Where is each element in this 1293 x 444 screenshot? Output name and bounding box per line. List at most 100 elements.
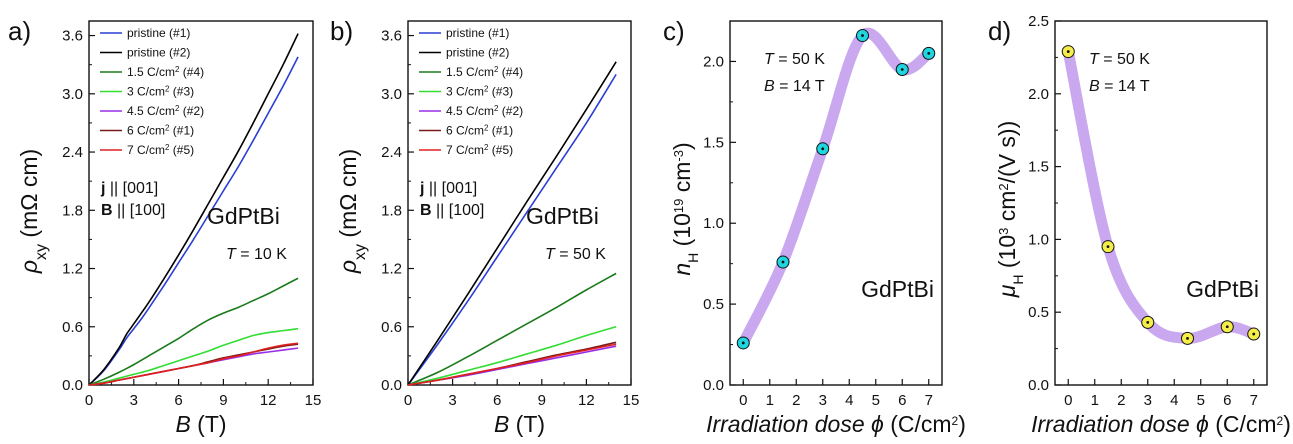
x-tick-label: 7 — [925, 392, 933, 409]
y-tick-label: 0.6 — [381, 319, 402, 336]
x-tick-label: 3 — [448, 392, 456, 409]
data-point-center-2 — [1146, 320, 1150, 324]
panel-letter: c) — [663, 16, 685, 46]
legend-label-3: 3 C/cm2 (#3) — [446, 84, 513, 99]
material-label: GdPtBi — [526, 203, 599, 229]
legend-label-1: pristine (#2) — [446, 46, 509, 60]
current-direction-label: j || [001] — [100, 180, 158, 197]
data-point-center-0 — [741, 341, 745, 345]
y-tick-label: 1.8 — [381, 202, 402, 219]
legend-label-0: pristine (#1) — [127, 26, 190, 40]
data-point-center-0 — [1066, 50, 1070, 53]
y-tick-label: 3.6 — [62, 28, 83, 45]
data-point-center-4 — [1225, 325, 1229, 329]
legend-label-5: 6 C/cm2 (#1) — [446, 123, 513, 138]
current-direction-label: j || [001] — [419, 180, 477, 197]
x-tick-label: 12 — [578, 392, 595, 409]
y-tick-label: 0.0 — [1028, 377, 1049, 394]
y-tick-label: 2.0 — [1028, 86, 1049, 103]
temperature-label: T = 50 K — [545, 246, 606, 263]
x-tick-label: 7 — [1250, 392, 1258, 409]
x-tick-label: 3 — [1144, 392, 1152, 409]
y-tick-label: 3.0 — [62, 86, 83, 103]
legend-label-0: pristine (#1) — [446, 26, 509, 40]
y-axis-title: μH (103 cm2/(V s)) — [994, 121, 1026, 299]
y-tick-label: 0.0 — [703, 377, 724, 394]
series-line-1 — [88, 33, 299, 386]
y-tick-label: 1.0 — [1028, 231, 1049, 248]
temperature-label: T = 50 K — [1089, 51, 1150, 68]
x-tick-label: 4 — [845, 392, 853, 409]
legend-label-2: 1.5 C/cm2 (#4) — [127, 65, 204, 80]
x-tick-label: 3 — [130, 392, 138, 409]
series-line-3 — [88, 327, 299, 386]
y-axis-title: ρxy (mΩ cm) — [335, 149, 369, 274]
y-tick-label: 2.4 — [62, 144, 83, 161]
x-tick-label: 0 — [404, 392, 412, 409]
y-tick-label: 3.0 — [381, 86, 402, 103]
series-line-0 — [88, 56, 299, 386]
panel-d: d) 0 1 2 3 4 5 6 7 0.0 0.5 1.0 1.5 2.0 2.5 T = 50 K B = … — [988, 13, 1291, 437]
y-axis-title: ρxy (mΩ cm) — [16, 149, 50, 274]
y-tick-label: 0.6 — [62, 319, 83, 336]
x-tick-label: 15 — [623, 392, 640, 409]
panel-c: c) 0 1 2 3 4 5 6 7 0.0 0.5 1.0 1.5 2.0 T = 50 K B = 14 … — [663, 16, 966, 437]
y-tick-label: 0.5 — [1028, 304, 1049, 321]
legend-label-5: 6 C/cm2 (#1) — [127, 123, 194, 138]
data-point-center-1 — [1106, 245, 1110, 249]
legend-label-1: pristine (#2) — [127, 46, 190, 60]
x-tick-label: 1 — [766, 392, 774, 409]
y-tick-label: 0.0 — [62, 377, 83, 394]
x-tick-label: 1 — [1091, 392, 1099, 409]
data-point-center-1 — [781, 260, 785, 264]
data-point-center-3 — [1186, 337, 1189, 340]
y-tick-label: 1.0 — [703, 215, 724, 232]
data-point-center-3 — [861, 34, 864, 37]
panel-letter: b) — [330, 16, 353, 46]
x-tick-label: 3 — [819, 392, 827, 409]
material-label: GdPtBi — [207, 203, 280, 229]
x-tick-label: 6 — [898, 392, 906, 409]
legend-label-6: 7 C/cm2 (#5) — [127, 143, 194, 158]
legend-label-3: 3 C/cm2 (#3) — [127, 84, 194, 99]
x-tick-label: 4 — [1170, 392, 1178, 409]
y-tick-label: 3.6 — [381, 28, 402, 45]
legend-label-6: 7 C/cm2 (#5) — [446, 143, 513, 158]
y-tick-label: 0.5 — [703, 296, 724, 313]
data-point-center-5 — [1252, 332, 1256, 336]
material-label: GdPtBi — [1186, 276, 1259, 302]
data-point-center-5 — [927, 51, 931, 55]
field-direction-label: B || [100] — [420, 202, 484, 219]
data-point-center-4 — [900, 68, 904, 71]
series-line-2 — [88, 277, 299, 386]
x-tick-label: 0 — [739, 392, 747, 409]
temperature-label: T = 50 K — [764, 51, 825, 68]
panel-b: b) 0 3 6 9 12 15 0.0 0.6 1.2 1.8 2.4 3.0 3.6 pristine … — [330, 16, 639, 437]
x-tick-label: 12 — [260, 392, 277, 409]
x-tick-label: 9 — [219, 392, 227, 409]
x-axis-title: B (T) — [175, 411, 226, 437]
x-tick-label: 6 — [1223, 392, 1231, 409]
x-axis-title: Irradiation dose ϕ (C/cm2) — [706, 411, 966, 437]
series-line-5 — [88, 343, 299, 386]
panel-a: a) 0 3 6 9 12 15 0.0 0.6 1.2 1.8 2.4 3.0 3.6 pristine … — [8, 16, 321, 437]
series-line-6 — [407, 343, 617, 386]
x-tick-label: 9 — [538, 392, 546, 409]
field-direction-label: B || [100] — [101, 202, 165, 219]
panel-letter: a) — [8, 16, 31, 46]
x-tick-label: 15 — [305, 392, 322, 409]
plot-frame — [729, 20, 943, 386]
x-axis-title: Irradiation dose ϕ (C/cm2) — [1031, 411, 1291, 437]
x-tick-label: 6 — [174, 392, 182, 409]
y-axis-title: nH (1019 cm-3) — [669, 142, 701, 275]
legend-label-4: 4.5 C/cm2 (#2) — [127, 104, 204, 119]
temperature-label: T = 10 K — [226, 246, 287, 263]
x-tick-label: 2 — [792, 392, 800, 409]
series-line-3 — [407, 325, 617, 386]
material-label: GdPtBi — [861, 276, 934, 302]
y-tick-label: 2.5 — [1028, 13, 1049, 30]
series-line-0 — [407, 73, 617, 386]
x-tick-label: 0 — [85, 392, 93, 409]
legend-label-4: 4.5 C/cm2 (#2) — [446, 104, 523, 119]
